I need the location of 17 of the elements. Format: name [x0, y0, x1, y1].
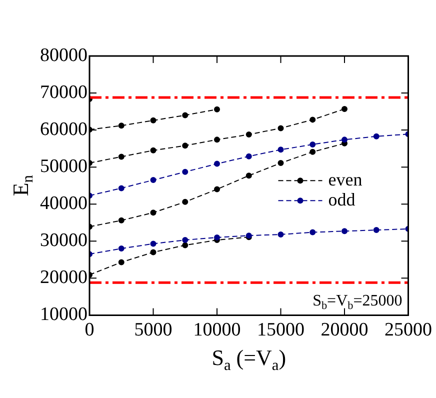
- x-tick-label: 20000: [320, 320, 368, 341]
- x-tick-label: 5000: [134, 320, 172, 341]
- y-tick-label: 40000: [40, 193, 88, 214]
- y-tick-label: 10000: [40, 304, 88, 326]
- y-axis-title: En: [8, 174, 37, 196]
- x-tick-label: 25000: [384, 320, 432, 341]
- y-tick-label: 20000: [40, 267, 88, 288]
- legend-label: odd: [328, 189, 356, 210]
- y-tick-label: 80000: [40, 44, 88, 66]
- x-tick-label: 15000: [257, 320, 304, 341]
- x-tick-label: 10000: [193, 320, 241, 341]
- y-tick-label: 70000: [40, 82, 88, 104]
- legend-label: even: [328, 169, 362, 190]
- x-tick-label: 0: [84, 320, 94, 341]
- y-tick-label: 30000: [40, 230, 88, 252]
- y-tick-label: 50000: [40, 156, 88, 178]
- y-tick-label: 60000: [40, 119, 88, 140]
